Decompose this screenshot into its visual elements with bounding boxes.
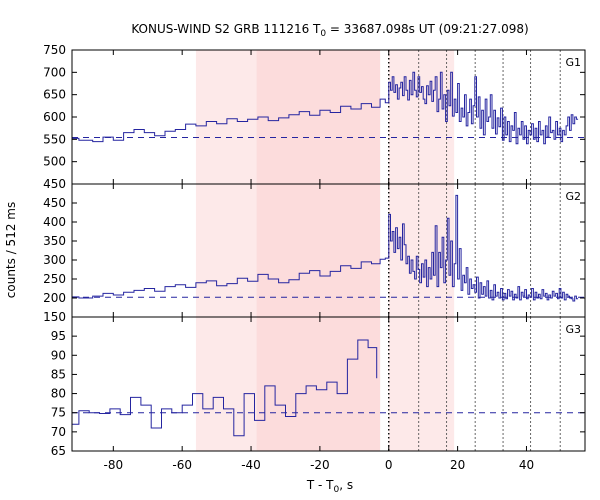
- y-tick-label: 65: [51, 444, 66, 458]
- y-tick-label: 85: [51, 367, 66, 381]
- shaded-interval-2: [388, 50, 455, 451]
- panel-frame: [71, 316, 586, 452]
- panel-label-g1: G1: [565, 56, 581, 69]
- chart-title: KONUS-WIND S2 GRB 111216 T0 = 33687.098s…: [131, 22, 528, 39]
- y-tick-label: 550: [43, 132, 66, 146]
- y-tick-label: 95: [51, 329, 66, 343]
- x-axis-label: T - T0, s: [306, 478, 353, 495]
- y-tick-label: 250: [43, 272, 66, 286]
- y-axis-label: counts / 512 ms: [4, 202, 18, 298]
- x-tick-label: -40: [241, 458, 261, 472]
- x-tick-label: 20: [450, 458, 465, 472]
- y-tick-label: 150: [43, 310, 66, 324]
- y-tick-label: 450: [43, 177, 66, 191]
- x-tick-label: 40: [519, 458, 534, 472]
- x-tick-label: -20: [310, 458, 330, 472]
- light-curve-g3: [72, 339, 378, 437]
- y-tick-label: 700: [43, 65, 66, 79]
- x-tick-label: -80: [104, 458, 124, 472]
- x-tick-label: 0: [385, 458, 393, 472]
- y-tick-label: 650: [43, 88, 66, 102]
- panel-label-g2: G2: [565, 190, 581, 203]
- shaded-interval-0: [195, 50, 257, 451]
- y-tick-label: 300: [43, 253, 66, 267]
- y-tick-label: 75: [51, 406, 66, 420]
- panel-label-g3: G3: [565, 323, 581, 336]
- y-tick-label: 600: [43, 110, 66, 124]
- y-tick-label: 90: [51, 348, 66, 362]
- light-curve-g1: [72, 71, 579, 145]
- panel-g3: 65 70 75 80 85 90 95 G3: [51, 316, 586, 458]
- shaded-interval-1: [256, 50, 381, 451]
- y-tick-label: 70: [51, 425, 66, 439]
- y-tick-label: 350: [43, 234, 66, 248]
- light-curve-g2: [72, 194, 579, 302]
- y-tick-label: 80: [51, 387, 66, 401]
- y-tick-label: 500: [43, 155, 66, 169]
- x-tick-label: -60: [172, 458, 192, 472]
- y-tick-label: 400: [43, 215, 66, 229]
- y-tick-label: 450: [43, 196, 66, 210]
- y-tick-label: 750: [43, 43, 66, 57]
- y-tick-label: 200: [43, 291, 66, 305]
